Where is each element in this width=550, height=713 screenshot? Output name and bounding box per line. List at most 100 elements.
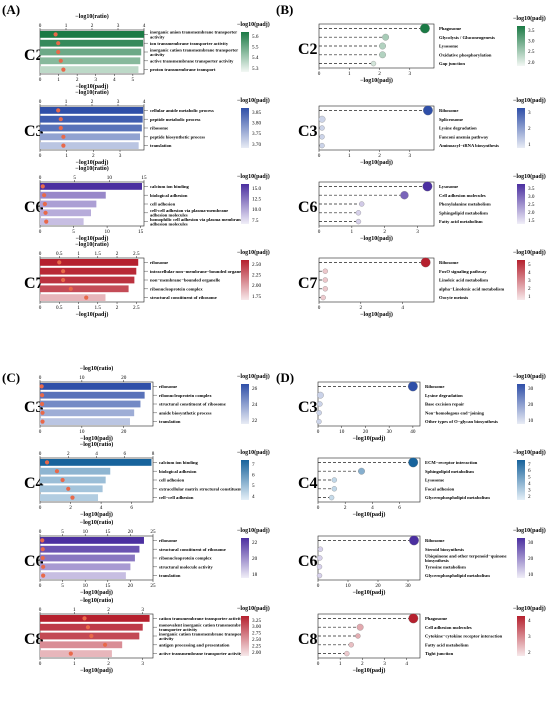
- top-tick-label: 1: [73, 607, 76, 613]
- bottom-tick-label: 1.5: [95, 305, 102, 311]
- panel-b: (B) C2 Phagosome Glycolysis / Gluconeogenes…: [276, 2, 546, 318]
- row-label: C4: [24, 475, 44, 492]
- x-tick-label: 2: [378, 71, 381, 77]
- enrichment-point: [355, 633, 361, 639]
- ratio-point: [56, 41, 61, 46]
- top-axis-title: −log10(ratio): [80, 441, 113, 448]
- bar: [40, 400, 141, 408]
- top-tick-label: 10: [79, 375, 85, 381]
- ratio-point: [58, 58, 63, 63]
- term-label: Glycerophospholipid metabolism: [425, 573, 490, 578]
- chart-c2: C2 −log10(ratio) 0 1 2 3 4 inorganic anion tran…: [24, 13, 270, 90]
- ratio-point: [56, 108, 61, 113]
- term-label: cell adhesion: [159, 478, 185, 483]
- x-tick-label: 3: [416, 229, 419, 235]
- plot-frame: [318, 105, 435, 151]
- x-tick-label: 2: [361, 661, 364, 667]
- legend-tick-label: 5.6: [252, 34, 259, 40]
- legend-tick-label: 3.5: [528, 28, 535, 34]
- enrichment-point: [316, 572, 323, 579]
- ratio-point: [42, 193, 47, 198]
- bar: [40, 218, 84, 225]
- bottom-tick-label: 2.5: [133, 305, 140, 311]
- panel-label: (D): [276, 370, 294, 385]
- bar: [40, 142, 139, 149]
- enrichment-point: [348, 642, 354, 648]
- legend-tick-label: 3: [528, 110, 531, 116]
- legend-colorbar: [241, 108, 249, 148]
- bottom-tick-label: 3: [119, 153, 122, 159]
- x-tick-label: 0: [317, 661, 320, 667]
- term-label: Non−homologous end−joining: [425, 410, 485, 415]
- top-tick-label: 0: [39, 175, 42, 181]
- legend-colorbar: [241, 260, 249, 300]
- bottom-tick-label: 2: [116, 305, 119, 311]
- legend-tick-label: 3.00: [252, 624, 261, 630]
- enrichment-point: [318, 115, 326, 123]
- enrichment-point: [358, 467, 365, 475]
- ratio-point: [57, 260, 62, 265]
- ratio-point: [66, 486, 71, 491]
- bar: [40, 124, 142, 132]
- bottom-tick-label: 20: [128, 583, 134, 589]
- ratio-point: [58, 117, 63, 122]
- term-label: Cytokine−cytokine receptor interaction: [425, 634, 503, 639]
- legend-tick-label: 3.5: [528, 186, 535, 192]
- legend-tick-label: 3.0: [528, 38, 535, 44]
- row-label: C3: [24, 399, 44, 416]
- legend-tick-label: 30: [528, 540, 534, 546]
- term-label: Glycolysis / Gluconeogenesis: [439, 35, 495, 40]
- bottom-tick-label: 0: [39, 661, 42, 667]
- legend-title: −log10(padj): [237, 373, 270, 380]
- top-axis-title: −log10(ratio): [80, 365, 113, 372]
- legend-title: −log10(padj): [237, 97, 270, 104]
- enrichment-point: [420, 257, 431, 268]
- term-label: Cell adhesion molecules: [425, 625, 472, 630]
- term-label: Cell adhesion molecules: [439, 193, 486, 198]
- top-tick-label: 0: [39, 251, 42, 257]
- legend-tick-label: 2.25: [252, 272, 261, 278]
- top-tick-label: 5: [73, 175, 76, 181]
- bar: [40, 641, 123, 649]
- top-tick-label: 2: [91, 99, 94, 105]
- row-label: C3: [298, 399, 318, 416]
- ratio-point: [44, 460, 50, 465]
- bar: [40, 48, 142, 56]
- term-label: Aminoacyl−tRNA biosynthesis: [439, 143, 499, 148]
- ratio-point: [40, 184, 45, 189]
- term-label: Lysine degradation: [439, 126, 477, 131]
- bottom-tick-label: 0: [39, 77, 42, 83]
- panel-c: (C)C3−log10(ratio)0 10 20ribosomeribonucle…: [2, 365, 270, 674]
- enrichment-point: [322, 268, 328, 274]
- bar: [40, 66, 139, 73]
- term-label: Fatty acid metabolism: [439, 219, 483, 224]
- bar: [40, 409, 135, 417]
- x-tick-label: 1: [348, 153, 351, 159]
- ratio-point: [39, 393, 45, 398]
- legend-tick-label: 5: [528, 262, 531, 268]
- chart-c6: C6 Lysosome Cell adhesion molecules Phenyla…: [298, 173, 546, 242]
- bottom-tick-label: 0.5: [56, 305, 63, 311]
- term-label: Ribosome: [439, 260, 458, 265]
- legend-title: −log10(padj): [237, 449, 270, 456]
- legend-colorbar: [517, 384, 525, 424]
- ratio-point: [61, 67, 66, 72]
- ratio-point: [85, 625, 91, 630]
- bottom-tick-label: 25: [150, 583, 156, 589]
- bottom-axis-title: −log10(padj): [76, 83, 109, 90]
- chart-c4: C4 −log10(ratio) 0 2 4 6 8 calcium ion binding b…: [24, 441, 270, 518]
- bar: [40, 418, 130, 425]
- bar: [40, 650, 112, 657]
- ratio-point: [61, 134, 66, 139]
- term-label: monovalent inorganic cation transmembran…: [159, 623, 247, 628]
- bottom-tick-label: 15: [105, 583, 111, 589]
- legend-title: −log10(padj): [237, 21, 270, 28]
- bar: [40, 391, 145, 399]
- legend-tick-label: 30: [528, 386, 534, 392]
- legend-tick-label: 5: [252, 483, 255, 489]
- term-label: Steroid biosynthesis: [425, 547, 464, 552]
- bar: [40, 545, 140, 553]
- ratio-point: [61, 277, 66, 283]
- x-tick-label: 0: [318, 229, 321, 235]
